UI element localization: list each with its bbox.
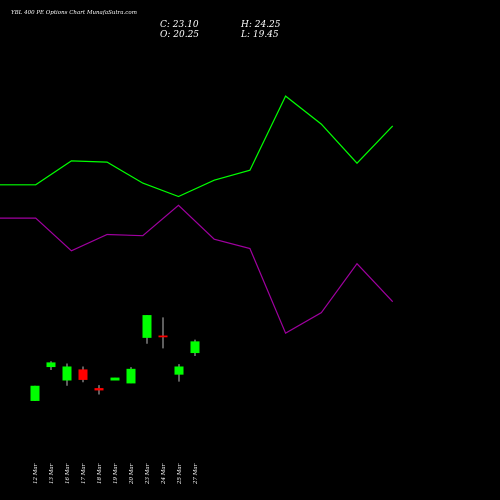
indicator-lines bbox=[0, 95, 394, 335]
candle-body bbox=[62, 366, 72, 381]
x-tick-label: 20 Mar bbox=[129, 463, 135, 485]
x-axis-ticks: 12 Mar 13 Mar 16 Mar 17 Mar 18 Mar 19 Mar 20 M… bbox=[33, 463, 199, 485]
upper-line bbox=[0, 95, 394, 198]
close-value: C: 23.10 bbox=[160, 20, 199, 30]
candle-body bbox=[94, 388, 104, 391]
x-tick-label: 25 Mar bbox=[177, 463, 183, 485]
x-tick-label: 16 Mar bbox=[65, 463, 71, 484]
candle-body bbox=[158, 335, 168, 338]
x-tick-label: 18 Mar bbox=[97, 463, 103, 484]
high-value: H: 24.25 bbox=[241, 20, 281, 30]
x-tick-label: 27 Mar bbox=[193, 463, 199, 485]
x-tick-label: 23 Mar bbox=[145, 463, 151, 485]
candle-body bbox=[174, 366, 184, 375]
candle-body bbox=[46, 362, 56, 368]
x-tick-label: 13 Mar bbox=[49, 463, 55, 484]
candle-body bbox=[142, 315, 152, 338]
low-value: L: 19.45 bbox=[241, 30, 279, 40]
candle-body bbox=[190, 341, 200, 354]
x-tick-label: 17 Mar bbox=[81, 463, 87, 484]
x-tick-label: 12 Mar bbox=[33, 463, 39, 484]
candle-body bbox=[110, 377, 120, 381]
chart-title: YBL 400 PE Options Chart MunafaSutra.com bbox=[11, 10, 137, 16]
x-tick-label: 24 Mar bbox=[161, 463, 167, 485]
candles bbox=[30, 315, 200, 401]
open-value: O: 20.25 bbox=[160, 30, 200, 40]
candle-body bbox=[30, 385, 40, 401]
candle-body bbox=[126, 368, 136, 384]
lower-line bbox=[0, 204, 394, 335]
x-tick-label: 19 Mar bbox=[113, 463, 119, 484]
candle-body bbox=[78, 369, 88, 380]
